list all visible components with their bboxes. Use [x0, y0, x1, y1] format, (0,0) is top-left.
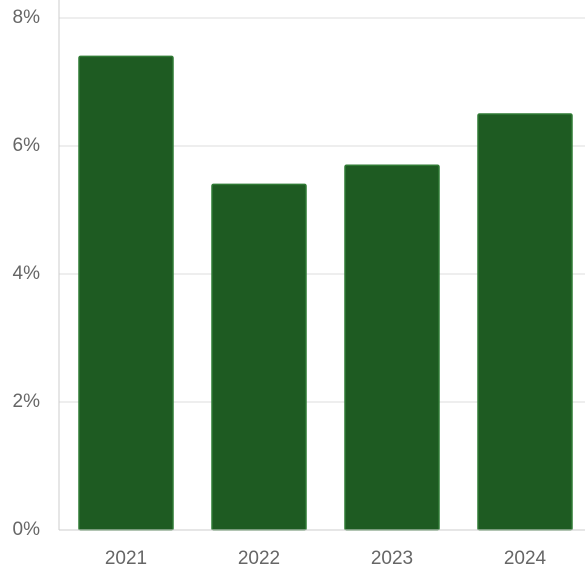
y-tick-label: 8%: [13, 7, 41, 28]
y-tick-label: 2%: [13, 391, 41, 412]
x-tick-label: 2023: [371, 548, 413, 569]
y-tick-label: 0%: [13, 519, 41, 540]
x-tick-label: 2024: [504, 548, 547, 569]
bar-2021: [78, 55, 174, 531]
bar-2024: [477, 113, 573, 531]
y-tick-label: 6%: [13, 135, 41, 156]
bar-2022: [211, 183, 307, 531]
x-tick-labels: 2021 2022 2023 2024: [105, 548, 547, 569]
bars: [78, 55, 573, 531]
x-tick-label: 2022: [238, 548, 280, 569]
y-tick-label: 4%: [13, 263, 41, 284]
x-tick-label: 2021: [105, 548, 147, 569]
y-tick-labels: 0% 2% 4% 6% 8%: [13, 7, 41, 540]
bar-2023: [344, 164, 440, 531]
axes: [58, 0, 585, 531]
